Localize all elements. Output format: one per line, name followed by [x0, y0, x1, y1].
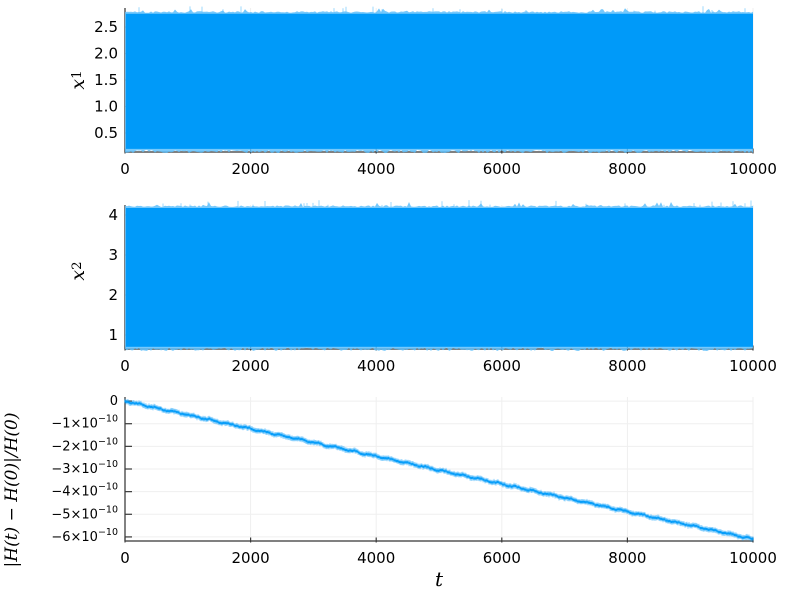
y-tick-label: 2.5 [94, 18, 118, 36]
x-tick-label: 6000 [483, 549, 521, 567]
y-tick-label: 0 [110, 394, 118, 409]
x-tick-label: 6000 [483, 160, 521, 178]
x-tick-label: 4000 [357, 549, 395, 567]
x-tick-label: 2000 [232, 549, 270, 567]
y-tick-label: 1.0 [94, 97, 118, 115]
x-tick-label: 4000 [357, 160, 395, 178]
y-tick-label: 4 [108, 206, 118, 224]
x-tick-label: 0 [120, 549, 130, 567]
y-tick-label: 1 [108, 326, 118, 344]
x-tick-label: 8000 [608, 160, 646, 178]
x-tick-label: 2000 [232, 160, 270, 178]
y-tick-label: 2.0 [94, 45, 118, 63]
x-tick-label: 10000 [729, 549, 777, 567]
y-tick-label: 3 [108, 246, 118, 264]
y-tick-label: −3×10−10 [51, 459, 118, 477]
subplot-x1: 0 2000 4000 6000 8000 10000 0.5 1.0 1.5 2.0 2.5 [94, 6, 777, 178]
x-tick-label: 6000 [483, 357, 521, 375]
x-tick-label: 0 [120, 357, 130, 375]
y-tick-label: −2×10−10 [51, 436, 118, 454]
x-tick-label: 4000 [357, 357, 395, 375]
subplot-x2: 0 2000 4000 6000 8000 10000 1 2 3 4 [108, 200, 777, 375]
y-tick-label: −4×10−10 [51, 482, 118, 500]
x-tick-label: 8000 [608, 549, 646, 567]
subplot-energy-error: 0 2000 4000 6000 8000 10000 0 −1×10−10 −2×10−10 −… [51, 394, 777, 567]
y-tick-label: −6×10−10 [51, 527, 118, 545]
x-tick-label: 10000 [729, 357, 777, 375]
x-tick-label: 0 [120, 160, 130, 178]
y-tick-label: −5×10−10 [51, 504, 118, 522]
y-tick-label: 2 [108, 286, 118, 304]
x-tick-label: 8000 [608, 357, 646, 375]
x-tick-label: 2000 [232, 357, 270, 375]
y-tick-label: 1.5 [94, 71, 118, 89]
x-tick-label: 10000 [729, 160, 777, 178]
y-tick-label: −1×10−10 [51, 414, 118, 432]
y-tick-label: 0.5 [94, 124, 118, 142]
